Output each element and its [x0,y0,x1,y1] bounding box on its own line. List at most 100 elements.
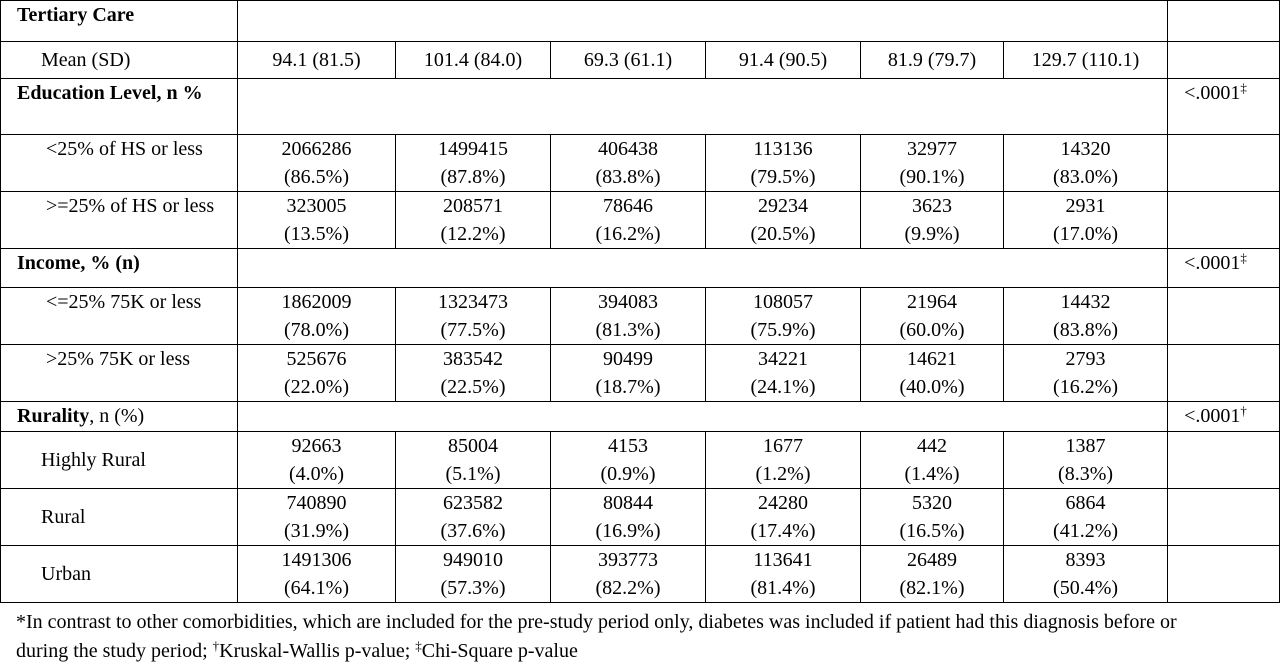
value-cell: 2931 (17.0%) [1002,191,1169,249]
value-line: 21964 [907,291,957,313]
empty-cell [1167,191,1280,249]
empty-cell [1167,41,1280,79]
value-cell: 5320 (16.5%) [860,488,1004,546]
value-cell: 740890 (31.9%) [237,488,396,546]
value-cell: 623582 (37.6%) [395,488,551,546]
table-row: >25% 75K or less 525676 (22.0%) 383542 (22.5… [0,344,1280,402]
section-title: Income, % (n) [17,252,140,274]
value-cell: 8393 (50.4%) [1002,545,1169,603]
value-line: 14320 [1060,138,1111,160]
value-cell: 14621 (40.0%) [860,344,1004,402]
value-line: (83.8%) [1053,319,1119,341]
table-body: Tertiary Care Mean (SD) 94.1 (81.5) 101.4 (… [0,0,1280,603]
table-row: >=25% of HS or less 323005 (13.5%) 208571 (1… [0,191,1280,249]
value-cell: 14432 (83.8%) [1002,287,1169,345]
value-cell: 94.1 (81.5) [237,41,396,79]
row-label-text: <=25% 75K or less [46,291,202,313]
value-line: (82.1%) [899,577,965,599]
footnote-mark: † [212,638,220,653]
value-line: 8393 [1065,549,1106,571]
value-line: (50.4%) [1053,577,1119,599]
value-line: 323005 [286,195,347,217]
value-cell: 129.7 (110.1) [1002,41,1169,79]
empty-cell [236,0,1169,42]
value-line: (17.4%) [750,520,816,542]
row-label-text: >=25% of HS or less [46,195,215,217]
value-cell: 208571 (12.2%) [395,191,551,249]
footnote-text: Chi-Square p-value [421,640,578,662]
value-cell: 32977 (90.1%) [860,134,1004,192]
value-line: 26489 [907,549,957,571]
value-line: (40.0%) [899,376,965,398]
value-line: (79.5%) [750,166,816,188]
table-row: <=25% 75K or less 1862009 (78.0%) 1323473 (7… [0,287,1280,345]
value-cell: 85004 (5.1%) [395,431,551,489]
value-cell: 406438 (83.8%) [550,134,706,192]
value-line: (22.0%) [284,376,349,398]
empty-cell [1167,344,1280,402]
value-cell: 14320 (83.0%) [1002,134,1169,192]
value-line: 949010 [443,549,503,571]
value-cell: 4153 (0.9%) [550,431,706,489]
footnote-mark: ‡ [415,638,422,653]
value-line: 32977 [907,138,957,160]
value-cell: 949010 (57.3%) [395,545,551,603]
value-cell: 2793 (16.2%) [1002,344,1169,402]
value-line: (8.3%) [1058,463,1114,485]
empty-cell [236,78,1169,135]
value-line: (22.5%) [440,376,506,398]
value-line: (20.5%) [750,223,816,245]
table-row: Income, % (n) <.0001‡ [0,248,1280,288]
value-line: (78.0%) [284,319,349,341]
value-line: 113641 [753,549,813,571]
value-line: 5320 [912,492,952,514]
value-line: (37.6%) [440,520,506,542]
value-line: 29234 [758,195,808,217]
footnote-text: Kruskal-Wallis p-value; [219,640,416,662]
value-line: 14432 [1060,291,1111,313]
empty-cell [1167,287,1280,345]
value-line: (4.0%) [289,463,344,485]
empty-cell [1167,134,1280,192]
value-line: 90499 [603,348,653,370]
value-line: 2793 [1065,348,1106,370]
section-label: Rurality, n (%) [0,401,238,432]
p-value-cell: <.0001‡ [1167,248,1280,288]
p-value-mark: ‡ [1240,80,1247,95]
value-cell: 323005 (13.5%) [237,191,396,249]
value-line: (83.0%) [1053,166,1119,188]
value-cell: 1323473 (77.5%) [395,287,551,345]
value-line: (77.5%) [440,319,506,341]
value-line: 406438 [598,138,658,160]
value-cell: 34221 (24.1%) [705,344,861,402]
table-row: Highly Rural 92663 (4.0%) 85004 (5.1%) 4153 (0… [0,431,1280,489]
section-title: Education Level, n % [17,82,203,104]
value-cell: 26489 (82.1%) [860,545,1004,603]
value-cell: 394083 (81.3%) [550,287,706,345]
value-line: 383542 [443,348,503,370]
value-line: 525676 [286,348,347,370]
value-cell: 393773 (82.2%) [550,545,706,603]
p-value-cell [1167,0,1280,42]
value-line: 6864 [1065,492,1106,514]
value-line: (16.2%) [1053,376,1119,398]
value-line: 24280 [758,492,808,514]
value-line: 92663 [291,435,342,457]
value-line: (81.4%) [750,577,816,599]
row-label: Mean (SD) [0,41,238,79]
value-line: 80844 [603,492,653,514]
value-line: 208571 [443,195,503,217]
empty-cell [1167,488,1280,546]
row-label: Highly Rural [0,431,238,489]
footnote-text: *In contrast to other comorbidities, whi… [16,611,1177,662]
section-title: Tertiary Care [17,4,135,26]
section-label: Income, % (n) [0,248,238,288]
p-value-mark: ‡ [1240,250,1247,265]
value-cell: 108057 (75.9%) [705,287,861,345]
value-cell: 1677 (1.2%) [705,431,861,489]
row-label-text: >25% 75K or less [46,348,191,370]
value-line: 1387 [1065,435,1106,457]
value-cell: 21964 (60.0%) [860,287,1004,345]
value-line: (9.9%) [904,223,960,245]
value-cell: 383542 (22.5%) [395,344,551,402]
